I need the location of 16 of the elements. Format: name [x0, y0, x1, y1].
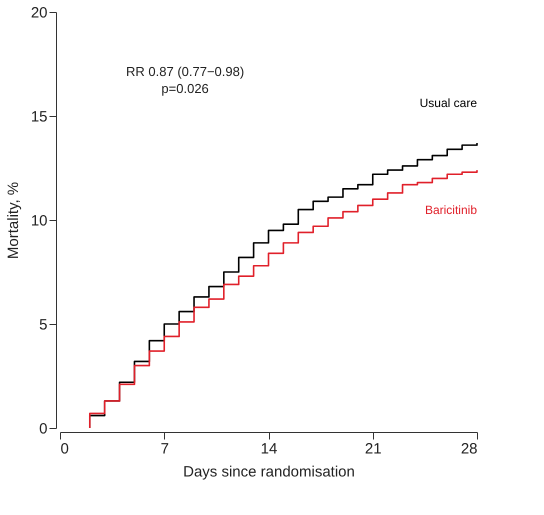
y-axis-title: Mortality, % [4, 182, 22, 260]
x-tick-label: 7 [160, 440, 169, 458]
y-tick-label: 0 [39, 420, 48, 438]
y-tick-label: 10 [30, 212, 48, 230]
y-tick-label: 15 [30, 108, 48, 126]
annotation: p=0.026 [161, 81, 209, 96]
y-tick-label: 20 [30, 4, 48, 22]
text: Usual care [420, 96, 478, 110]
x-tick-label: 28 [460, 440, 478, 458]
y-tick-label: 5 [39, 316, 48, 334]
annotation: RR 0.87 (0.77−0.98) [126, 64, 244, 79]
series-label: Baricitinib [424, 203, 478, 218]
x-tick-label: 21 [364, 440, 382, 458]
x-tick-label: 0 [60, 440, 69, 458]
x-axis-title: Days since randomisation [183, 464, 355, 480]
x-tick-label: 14 [260, 440, 278, 458]
